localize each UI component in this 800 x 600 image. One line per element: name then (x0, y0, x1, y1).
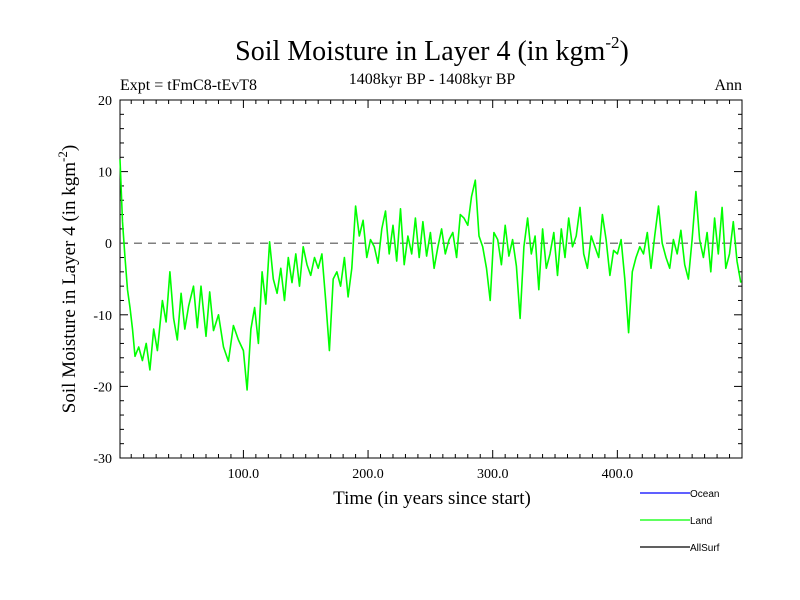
x-tick-label: 400.0 (602, 467, 634, 482)
legend-label-ocean: Ocean (690, 489, 719, 500)
x-tick-label: 200.0 (352, 467, 384, 482)
series-layer (119, 159, 742, 391)
y-tick-label: 20 (98, 94, 112, 109)
x-tick-label: 100.0 (228, 467, 260, 482)
subtitle-center: 1408kyr BP - 1408kyr BP (349, 71, 516, 88)
y-tick-label: 0 (105, 237, 112, 252)
plot-frame (119, 99, 743, 459)
y-tick-label: -10 (93, 309, 112, 324)
x-axis-label: Time (in years since start) (333, 488, 531, 509)
series-line-land (119, 159, 742, 391)
x-tick-label: 300.0 (477, 467, 509, 482)
legend-label-allsurf: AllSurf (690, 543, 720, 554)
legend-label-land: Land (690, 516, 712, 527)
subtitle-right: Ann (714, 77, 742, 94)
axis-ticks: -30 -20 -10 0 10 20 100.0 200.0 300.0 400.0 (93, 94, 742, 482)
y-tick-label: 10 (98, 166, 112, 181)
subtitle-left: Expt = tFmC8-tEvT8 (120, 77, 257, 94)
y-tick-label: -20 (93, 380, 112, 395)
legend: Ocean Land AllSurf (640, 489, 720, 554)
y-axis-label: Soil Moisture in Layer 4 (in kgm-2) (55, 145, 80, 413)
y-tick-label: -30 (93, 452, 112, 467)
chart-title: Soil Moisture in Layer 4 (in kgm-2) (235, 33, 629, 67)
